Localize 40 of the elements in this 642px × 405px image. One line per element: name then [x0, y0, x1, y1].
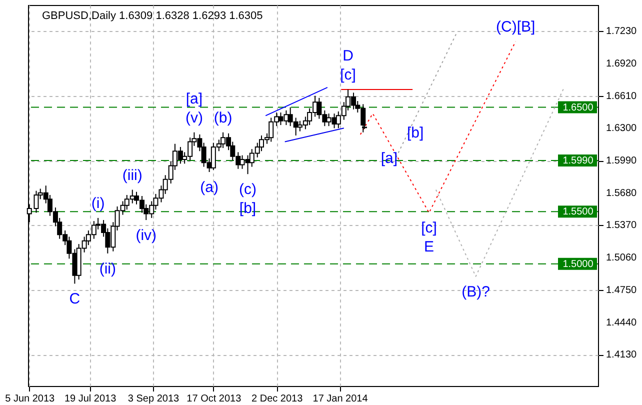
annotation: (ii) [99, 260, 116, 278]
x-tick-label: 17 Jan 2014 [312, 394, 368, 404]
annotation: C [69, 290, 80, 308]
annotation: E [424, 238, 434, 256]
annotation: D [342, 48, 354, 65]
x-tick-label: 3 Sep 2013 [128, 394, 180, 404]
annotation: [b] [406, 124, 424, 142]
y-tick-label: 1.6610 [606, 90, 638, 102]
annotation: [c] [340, 66, 356, 84]
y-tick-label: 1.6920 [606, 58, 638, 70]
annotation: (iii) [122, 166, 142, 184]
annotation: (i) [91, 194, 105, 212]
y-tick-label: 1.5060 [606, 252, 638, 264]
annotation: [c] [421, 220, 437, 237]
y-tick-label: 1.5680 [606, 188, 638, 199]
y-tick-label: 1.4750 [606, 284, 638, 296]
annotation: (b) [214, 109, 232, 126]
ref-line-label: 1.6500 [562, 102, 594, 114]
ref-line-label: 1.5990 [562, 156, 594, 167]
ref-line-label: 1.5500 [562, 206, 594, 218]
y-tick-label: 1.4130 [606, 350, 638, 361]
ref-line-label: 1.5000 [562, 258, 594, 270]
annotation: (iv) [136, 227, 157, 244]
annotation: (c) [239, 181, 257, 198]
x-tick-label: 5 Jun 2013 [5, 394, 56, 404]
y-tick-label: 1.7230 [606, 26, 638, 38]
annotation: [a] [186, 90, 203, 108]
y-tick-label: 1.4440 [606, 317, 638, 328]
annotation: (B)? [462, 283, 490, 300]
y-tick-label: 1.6300 [606, 123, 638, 134]
annotation: (C)[B] [496, 18, 536, 36]
chart-title: GBPUSD,Daily 1.6309 1.6328 1.6293 1.6305 [42, 10, 263, 22]
y-tick-label: 1.5370 [606, 220, 638, 232]
x-tick-label: 17 Oct 2013 [186, 394, 242, 404]
x-tick-label: 2 Dec 2013 [252, 394, 304, 404]
annotation: (a) [200, 179, 218, 196]
y-tick-label: 1.5990 [606, 156, 638, 167]
x-tick-label: 19 Jul 2013 [64, 394, 117, 404]
line-series [360, 41, 516, 214]
annotation: (v) [185, 109, 203, 126]
